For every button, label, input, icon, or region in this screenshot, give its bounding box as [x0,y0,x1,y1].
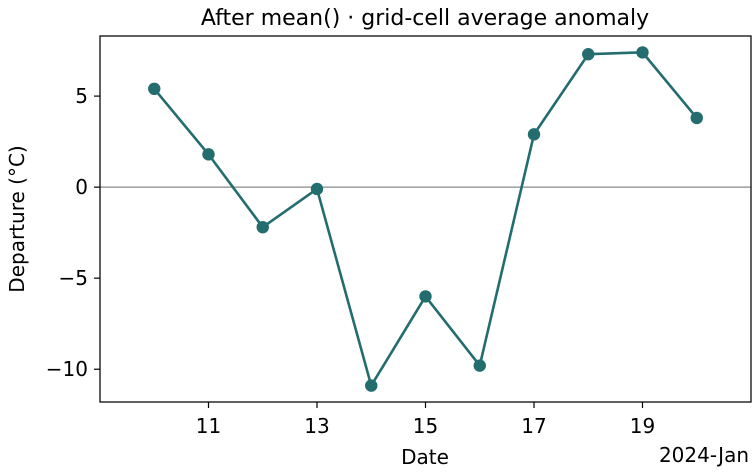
data-point-2024-01-15 [419,290,432,303]
x-tick-label: 13 [304,414,329,438]
y-tick-label: 5 [75,84,88,108]
data-point-2024-01-20 [690,111,703,125]
data-point-2024-01-13 [310,182,324,196]
data-point-2024-01-12 [256,220,269,234]
data-point-2024-01-11 [202,148,215,161]
y-tick-label: −5 [59,266,88,290]
x-tick-label: 17 [521,414,546,438]
x-tick-label: 15 [413,414,438,438]
x-tick-label: 11 [196,414,221,438]
x-tick-label: 19 [630,414,655,438]
x-axis-label: Date [401,445,449,469]
data-point-2024-01-10 [148,82,161,96]
y-axis-label: Departure (°C) [5,145,29,292]
data-point-2024-01-17 [527,128,541,141]
x-axis-offset-label: 2024-Jan [659,443,749,467]
data-point-2024-01-19 [636,46,649,59]
chart-title: After mean() · grid-cell average anomaly [201,6,649,31]
data-point-2024-01-16 [473,359,486,372]
series-layer [148,46,703,392]
data-point-2024-01-14 [365,379,378,392]
y-axis: 5 0 −5 −10 [46,84,100,381]
plot-area [100,36,751,402]
y-tick-label: 0 [75,175,88,199]
x-axis: 11 13 15 17 19 [196,402,655,438]
y-tick-label: −10 [46,357,88,381]
data-point-2024-01-18 [582,48,595,61]
